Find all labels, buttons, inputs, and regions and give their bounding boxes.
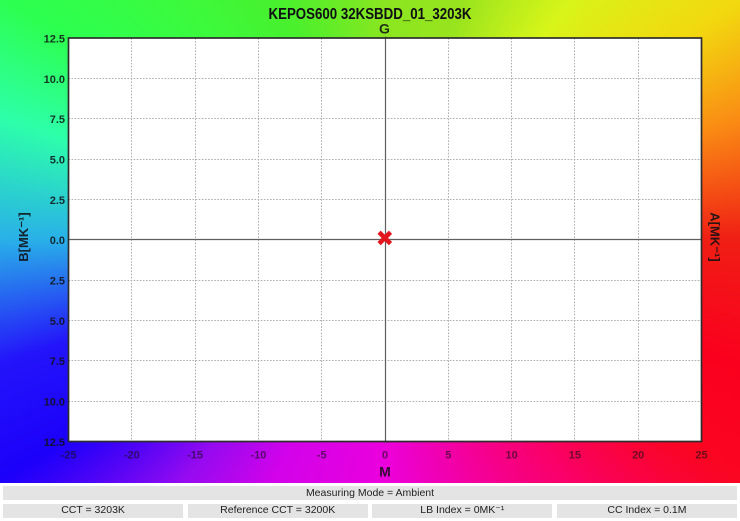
svg-text:5.0: 5.0 [50, 316, 65, 328]
svg-text:M: M [379, 464, 391, 480]
svg-text:10.0: 10.0 [44, 397, 65, 409]
svg-text:5.0: 5.0 [50, 154, 65, 166]
svg-text:B[MK⁻¹]: B[MK⁻¹] [16, 212, 31, 261]
svg-text:-5: -5 [317, 450, 327, 462]
svg-text:2.5: 2.5 [50, 195, 65, 207]
svg-text:0.0: 0.0 [50, 235, 65, 247]
svg-text:5: 5 [445, 450, 451, 462]
svg-text:10.0: 10.0 [44, 74, 65, 86]
svg-text:-15: -15 [187, 450, 203, 462]
svg-text:G: G [379, 21, 390, 37]
svg-text:2.5: 2.5 [50, 276, 65, 288]
svg-text:12.5: 12.5 [44, 33, 65, 45]
svg-text:25: 25 [695, 450, 707, 462]
svg-text:-25: -25 [61, 450, 77, 462]
svg-text:20: 20 [632, 450, 644, 462]
svg-text:-20: -20 [124, 450, 140, 462]
svg-text:7.5: 7.5 [50, 356, 65, 368]
svg-text:7.5: 7.5 [50, 114, 65, 126]
svg-text:12.5: 12.5 [44, 437, 65, 449]
svg-text:0: 0 [382, 450, 388, 462]
svg-text:A[MK⁻¹]: A[MK⁻¹] [708, 212, 723, 261]
svg-text:-10: -10 [250, 450, 266, 462]
svg-text:10: 10 [505, 450, 517, 462]
svg-text:KEPOS600 32KSBDD_01_3203K: KEPOS600 32KSBDD_01_3203K [269, 6, 472, 23]
svg-text:15: 15 [569, 450, 581, 462]
